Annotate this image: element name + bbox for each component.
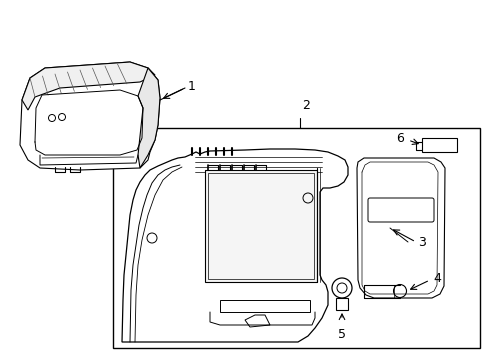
FancyBboxPatch shape	[367, 198, 433, 222]
Bar	[220, 300, 309, 312]
Text: 5: 5	[337, 328, 346, 341]
Polygon shape	[356, 158, 444, 298]
Polygon shape	[22, 62, 155, 110]
Polygon shape	[244, 315, 269, 327]
Polygon shape	[138, 68, 160, 168]
Bar	[335, 298, 347, 310]
Text: 3: 3	[417, 235, 425, 248]
Bar	[207, 173, 313, 279]
Text: 6: 6	[395, 131, 403, 144]
Text: 4: 4	[432, 271, 440, 284]
Text: 2: 2	[302, 99, 309, 112]
Bar	[113, 128, 479, 348]
Polygon shape	[20, 62, 160, 170]
Polygon shape	[122, 149, 347, 342]
Text: 1: 1	[187, 80, 196, 93]
Bar	[204, 170, 316, 282]
Bar	[421, 138, 456, 152]
